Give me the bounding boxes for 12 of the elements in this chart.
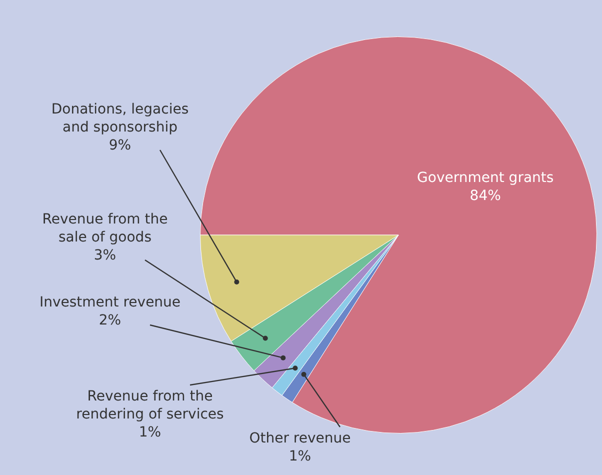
data-label: 2%: [98, 312, 122, 329]
slice-label: Investment revenue: [39, 294, 181, 311]
data-label: 84%: [470, 188, 501, 204]
slice-label: Government grants: [417, 170, 554, 186]
slice-label: Other revenue: [249, 430, 351, 447]
data-label: 1%: [288, 448, 312, 465]
slice-label: Revenue from the sale of goods: [42, 212, 168, 246]
slice-label: Revenue from the rendering of services: [76, 388, 224, 423]
slice-label: Donations, legacies and sponsorship: [51, 102, 189, 136]
data-label: 3%: [94, 248, 116, 264]
data-label: 9%: [108, 138, 132, 154]
data-label: 1%: [138, 424, 162, 441]
